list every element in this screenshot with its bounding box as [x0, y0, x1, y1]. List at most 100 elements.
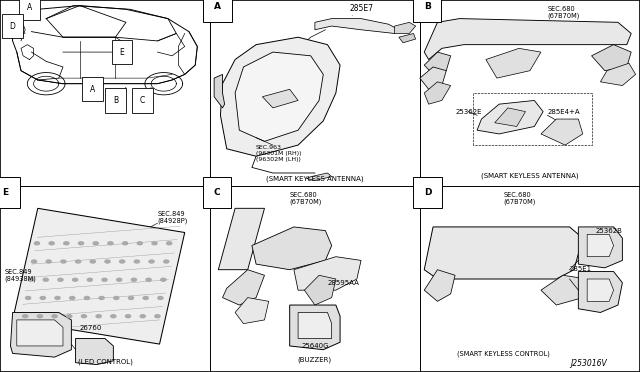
Circle shape	[76, 260, 81, 263]
Circle shape	[72, 278, 77, 281]
Text: B: B	[113, 96, 118, 105]
Polygon shape	[486, 48, 541, 78]
Polygon shape	[294, 257, 361, 290]
Text: SEC.849
(84938M): SEC.849 (84938M)	[4, 269, 36, 282]
Text: D: D	[10, 22, 15, 31]
Circle shape	[40, 296, 45, 299]
Circle shape	[93, 242, 99, 245]
Circle shape	[64, 242, 69, 245]
Polygon shape	[541, 275, 587, 305]
Circle shape	[81, 315, 86, 318]
Circle shape	[22, 315, 28, 318]
Polygon shape	[587, 279, 614, 301]
Circle shape	[105, 260, 110, 263]
Circle shape	[155, 315, 160, 318]
Circle shape	[31, 260, 36, 263]
Polygon shape	[591, 45, 631, 71]
Text: 25362E: 25362E	[455, 109, 481, 115]
Circle shape	[125, 315, 131, 318]
Circle shape	[96, 315, 101, 318]
Text: (SMART KEYLESS CONTROL): (SMART KEYLESS CONTROL)	[457, 351, 550, 357]
Circle shape	[70, 296, 75, 299]
Circle shape	[166, 242, 172, 245]
Circle shape	[164, 260, 169, 263]
Text: B: B	[424, 2, 431, 11]
Polygon shape	[424, 52, 451, 74]
Polygon shape	[235, 298, 269, 324]
Polygon shape	[262, 89, 298, 108]
Circle shape	[67, 315, 72, 318]
Circle shape	[140, 315, 145, 318]
Circle shape	[44, 278, 49, 281]
Text: SEC.680
(67B70M): SEC.680 (67B70M)	[504, 192, 536, 205]
Polygon shape	[579, 272, 622, 312]
Circle shape	[58, 278, 63, 281]
Text: 285E7: 285E7	[349, 4, 373, 13]
Polygon shape	[13, 208, 185, 344]
Polygon shape	[218, 208, 264, 270]
Text: SEC.680
(67B70M): SEC.680 (67B70M)	[548, 6, 580, 19]
Polygon shape	[252, 227, 332, 270]
Text: 26760: 26760	[80, 325, 102, 331]
Circle shape	[146, 278, 151, 281]
Circle shape	[122, 242, 127, 245]
Text: J253016V: J253016V	[570, 359, 607, 368]
Text: A: A	[90, 85, 95, 94]
Text: SEC.849
(84928P): SEC.849 (84928P)	[157, 211, 188, 224]
Circle shape	[149, 260, 154, 263]
Circle shape	[114, 296, 119, 299]
Polygon shape	[290, 305, 340, 350]
Text: E: E	[120, 48, 124, 57]
Circle shape	[131, 278, 136, 281]
Text: E: E	[3, 188, 9, 197]
Circle shape	[35, 242, 40, 245]
Circle shape	[90, 260, 95, 263]
Polygon shape	[420, 67, 446, 89]
Circle shape	[84, 296, 90, 299]
Circle shape	[152, 242, 157, 245]
Text: SEC.680
(67B70M): SEC.680 (67B70M)	[290, 192, 322, 205]
Circle shape	[55, 296, 60, 299]
Polygon shape	[284, 52, 302, 65]
Text: (SMART KEYLESS ANTENNA): (SMART KEYLESS ANTENNA)	[266, 176, 364, 182]
Circle shape	[134, 260, 140, 263]
Polygon shape	[17, 320, 63, 346]
Polygon shape	[587, 234, 614, 257]
Polygon shape	[395, 22, 415, 33]
Circle shape	[158, 296, 163, 299]
Polygon shape	[399, 33, 415, 43]
Circle shape	[161, 278, 166, 281]
Polygon shape	[541, 119, 583, 145]
Circle shape	[99, 296, 104, 299]
Text: A: A	[27, 3, 32, 12]
Polygon shape	[579, 227, 622, 268]
Text: C: C	[140, 96, 145, 105]
Text: 28595AA: 28595AA	[328, 280, 359, 286]
Text: D: D	[424, 188, 431, 197]
Circle shape	[37, 315, 42, 318]
Text: (BUZZER): (BUZZER)	[298, 356, 332, 363]
Text: SEC.963
(96301M (RH))
(96302M (LH)): SEC.963 (96301M (RH)) (96302M (LH))	[256, 145, 301, 162]
Polygon shape	[424, 82, 451, 104]
Text: 25362B: 25362B	[596, 228, 623, 234]
Text: (SMART KEYLESS ANTENNA): (SMART KEYLESS ANTENNA)	[481, 172, 579, 179]
Circle shape	[108, 242, 113, 245]
Circle shape	[79, 242, 84, 245]
Circle shape	[87, 278, 92, 281]
Polygon shape	[424, 270, 455, 301]
Polygon shape	[220, 37, 340, 156]
Circle shape	[46, 260, 51, 263]
Text: 285E4+A: 285E4+A	[548, 109, 580, 115]
Text: A: A	[214, 2, 221, 11]
Circle shape	[52, 315, 57, 318]
Circle shape	[49, 242, 54, 245]
Polygon shape	[10, 312, 72, 357]
Circle shape	[29, 278, 34, 281]
Circle shape	[120, 260, 125, 263]
Text: 285E1: 285E1	[570, 266, 591, 272]
Polygon shape	[315, 19, 399, 33]
Polygon shape	[424, 19, 631, 60]
Polygon shape	[305, 275, 336, 305]
Polygon shape	[307, 173, 332, 180]
Polygon shape	[235, 52, 323, 141]
